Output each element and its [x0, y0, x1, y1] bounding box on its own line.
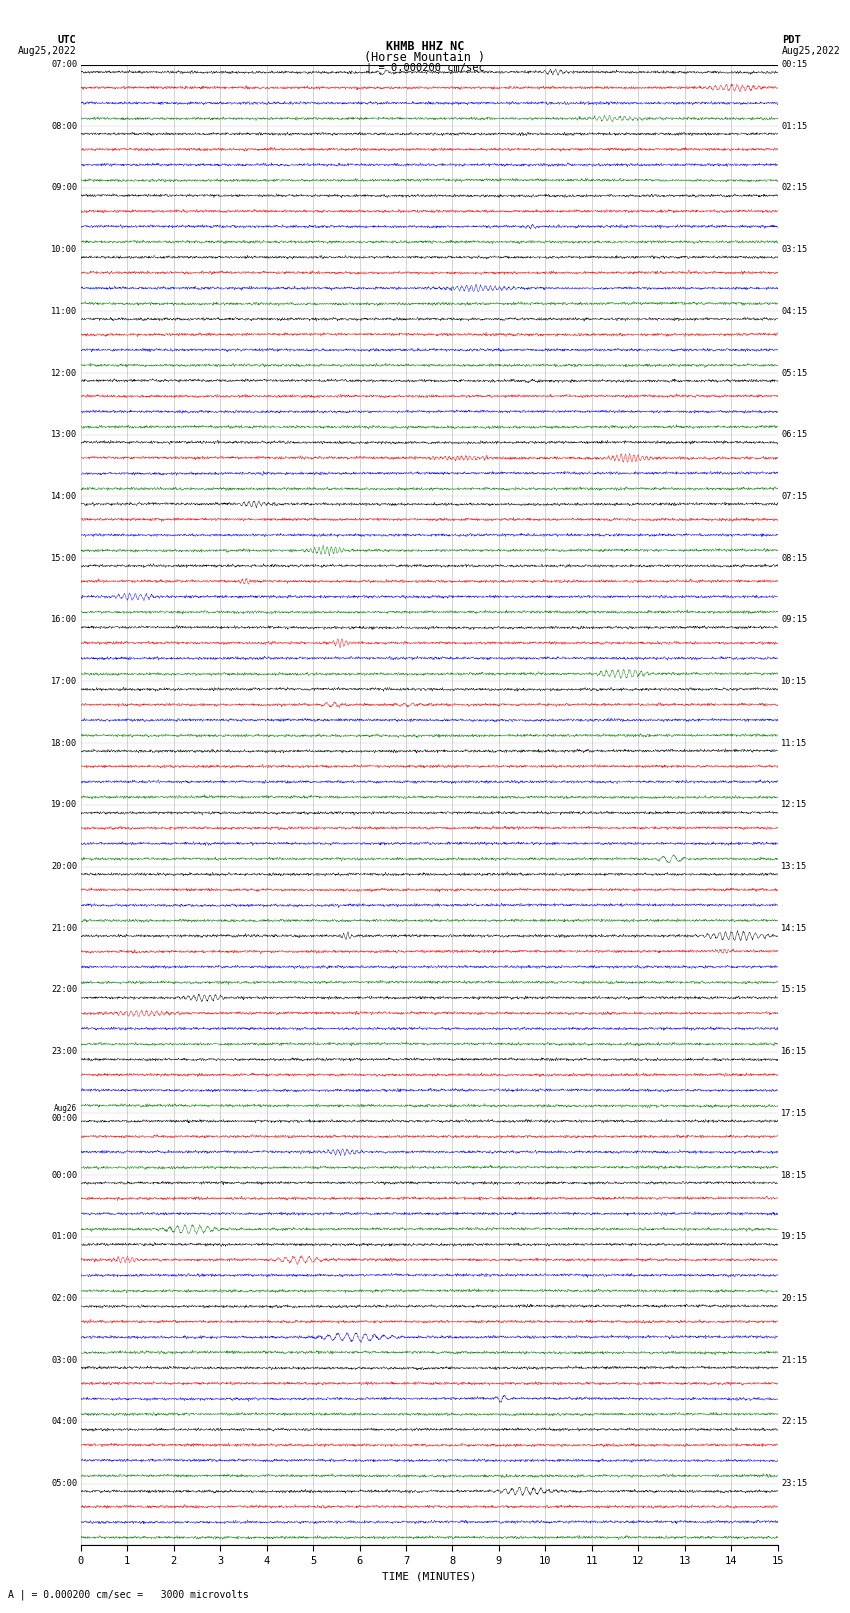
Text: 10:15: 10:15 [781, 677, 807, 686]
Text: 18:00: 18:00 [51, 739, 77, 748]
Text: 16:00: 16:00 [51, 615, 77, 624]
Text: 03:00: 03:00 [51, 1355, 77, 1365]
Text: 04:15: 04:15 [781, 306, 807, 316]
Text: 01:15: 01:15 [781, 121, 807, 131]
Text: 04:00: 04:00 [51, 1418, 77, 1426]
Text: 03:15: 03:15 [781, 245, 807, 255]
Text: 09:15: 09:15 [781, 615, 807, 624]
Text: 01:00: 01:00 [51, 1232, 77, 1242]
Text: 20:00: 20:00 [51, 861, 77, 871]
Text: 13:15: 13:15 [781, 861, 807, 871]
Text: 00:00: 00:00 [51, 1113, 77, 1123]
Text: 05:00: 05:00 [51, 1479, 77, 1489]
Text: KHMB HHZ NC: KHMB HHZ NC [386, 39, 464, 53]
Text: 20:15: 20:15 [781, 1294, 807, 1303]
Text: 06:15: 06:15 [781, 431, 807, 439]
Text: 21:15: 21:15 [781, 1355, 807, 1365]
Text: 12:15: 12:15 [781, 800, 807, 810]
Text: 07:15: 07:15 [781, 492, 807, 502]
Text: 17:00: 17:00 [51, 677, 77, 686]
Text: 02:00: 02:00 [51, 1294, 77, 1303]
Text: UTC: UTC [58, 35, 76, 45]
Text: 15:00: 15:00 [51, 553, 77, 563]
Text: A | = 0.000200 cm/sec =   3000 microvolts: A | = 0.000200 cm/sec = 3000 microvolts [8, 1589, 249, 1600]
Text: 05:15: 05:15 [781, 368, 807, 377]
Text: 23:15: 23:15 [781, 1479, 807, 1489]
Text: 02:15: 02:15 [781, 184, 807, 192]
Text: 14:15: 14:15 [781, 924, 807, 932]
Text: 16:15: 16:15 [781, 1047, 807, 1057]
Text: 10:00: 10:00 [51, 245, 77, 255]
X-axis label: TIME (MINUTES): TIME (MINUTES) [382, 1571, 477, 1581]
Text: 11:15: 11:15 [781, 739, 807, 748]
Text: 09:00: 09:00 [51, 184, 77, 192]
Text: 11:00: 11:00 [51, 306, 77, 316]
Text: 22:15: 22:15 [781, 1418, 807, 1426]
Text: 13:00: 13:00 [51, 431, 77, 439]
Text: 23:00: 23:00 [51, 1047, 77, 1057]
Text: 17:15: 17:15 [781, 1108, 807, 1118]
Text: 22:00: 22:00 [51, 986, 77, 995]
Text: 18:15: 18:15 [781, 1171, 807, 1179]
Text: PDT: PDT [782, 35, 801, 45]
Text: (Horse Mountain ): (Horse Mountain ) [365, 50, 485, 65]
Text: Aug26: Aug26 [54, 1105, 77, 1113]
Text: 21:00: 21:00 [51, 924, 77, 932]
Text: 00:00: 00:00 [51, 1171, 77, 1179]
Text: Aug25,2022: Aug25,2022 [782, 45, 841, 56]
Text: 08:15: 08:15 [781, 553, 807, 563]
Text: 08:00: 08:00 [51, 121, 77, 131]
Text: 19:00: 19:00 [51, 800, 77, 810]
Text: 12:00: 12:00 [51, 368, 77, 377]
Text: | = 0.000200 cm/sec: | = 0.000200 cm/sec [366, 63, 484, 73]
Text: 14:00: 14:00 [51, 492, 77, 502]
Text: Aug25,2022: Aug25,2022 [18, 45, 76, 56]
Text: 00:15: 00:15 [781, 60, 807, 69]
Text: 19:15: 19:15 [781, 1232, 807, 1242]
Text: 07:00: 07:00 [51, 60, 77, 69]
Text: 15:15: 15:15 [781, 986, 807, 995]
